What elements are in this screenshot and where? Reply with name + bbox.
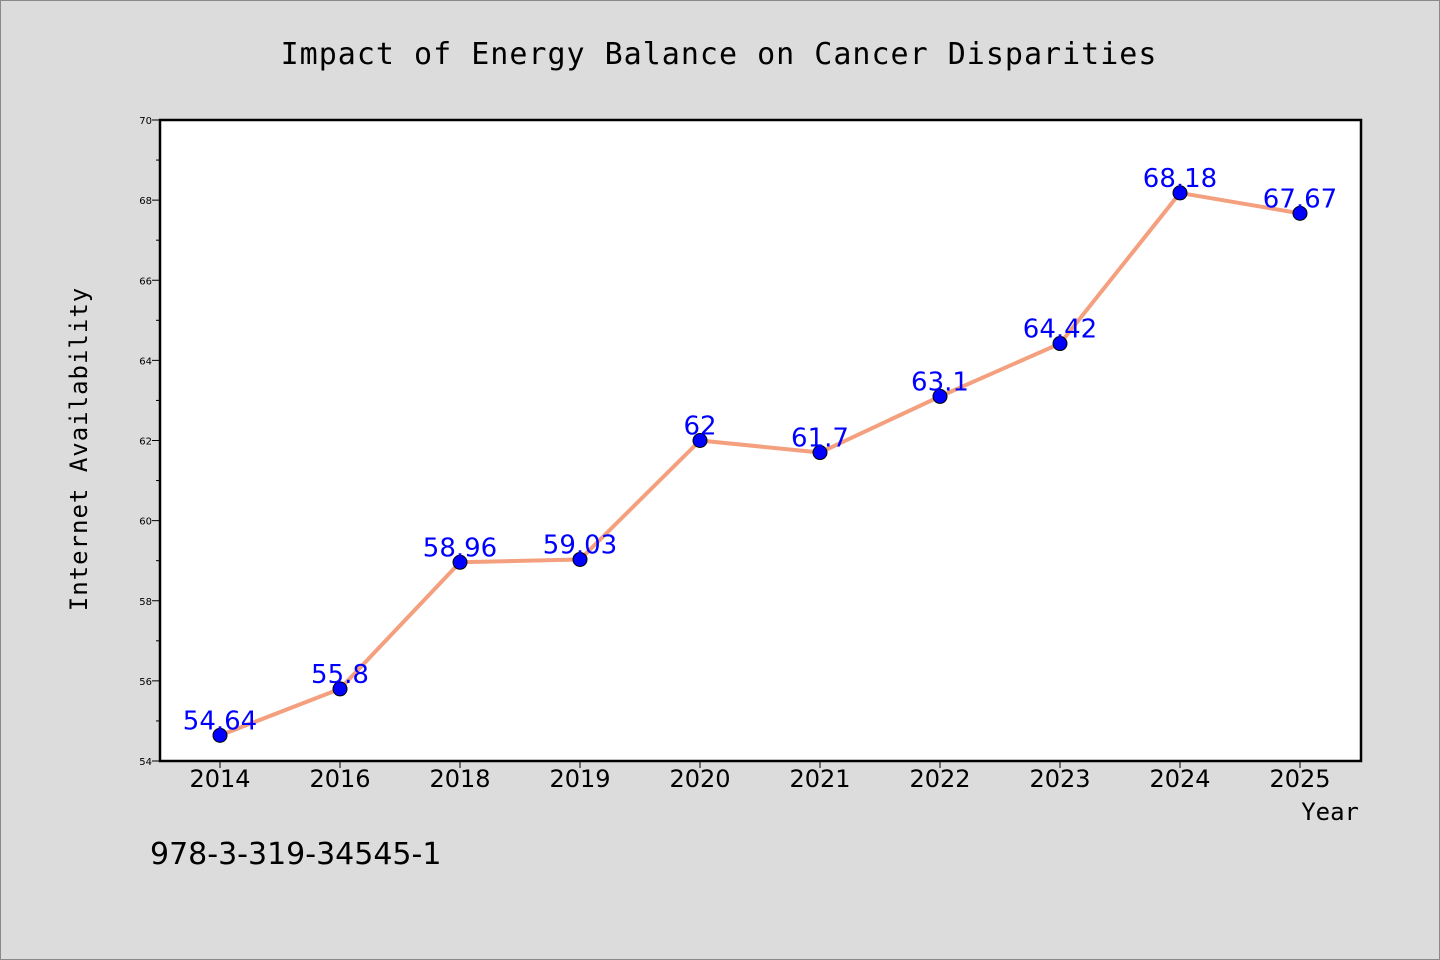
y-axis-label: Internet Availability bbox=[65, 287, 93, 611]
y-tick-label: 60 bbox=[139, 517, 152, 528]
y-tick-label: 56 bbox=[139, 677, 152, 688]
data-label: 55.8 bbox=[311, 660, 369, 690]
plot-frame bbox=[158, 118, 1363, 763]
data-label: 68.18 bbox=[1143, 164, 1217, 194]
data-point bbox=[692, 433, 708, 448]
y-tick-label: 70 bbox=[139, 116, 152, 127]
data-point bbox=[452, 554, 468, 570]
x-axis-label: Year bbox=[1301, 798, 1359, 826]
data-point bbox=[932, 388, 948, 404]
data-label: 64.42 bbox=[1023, 315, 1097, 345]
data-point bbox=[212, 727, 228, 743]
y-tick-label: 62 bbox=[139, 437, 152, 448]
data-label: 62 bbox=[683, 412, 716, 442]
data-label: 54.64 bbox=[183, 706, 257, 736]
data-point bbox=[1052, 336, 1068, 352]
y-tick-label: 68 bbox=[139, 196, 152, 207]
data-label: 67.67 bbox=[1263, 184, 1337, 214]
x-tick-label: 2020 bbox=[669, 765, 730, 793]
y-tick-label: 64 bbox=[139, 356, 152, 367]
x-tick-label: 2022 bbox=[909, 765, 970, 793]
x-tick-label: 2023 bbox=[1029, 765, 1090, 793]
x-tick-label: 2016 bbox=[309, 765, 370, 793]
data-label: 63.1 bbox=[911, 367, 969, 397]
chart-title: Impact of Energy Balance on Cancer Dispa… bbox=[281, 37, 1158, 72]
caption-isbn: 978-3-319-34545-1 bbox=[150, 837, 441, 872]
x-tick-label: 2018 bbox=[429, 765, 490, 793]
data-point bbox=[812, 445, 828, 461]
series-line bbox=[218, 190, 1302, 738]
x-tick-label: 2014 bbox=[189, 765, 250, 793]
x-tick-label: 2025 bbox=[1269, 765, 1330, 793]
y-tick-label: 54 bbox=[139, 757, 152, 768]
data-label: 59.03 bbox=[543, 530, 617, 560]
data-point bbox=[332, 681, 348, 697]
plot-area bbox=[160, 120, 1361, 761]
data-point bbox=[1292, 205, 1308, 221]
data-label: 58.96 bbox=[423, 533, 497, 563]
x-tick-label: 2019 bbox=[549, 765, 610, 793]
x-tick-label: 2024 bbox=[1149, 765, 1210, 793]
data-label: 61.7 bbox=[791, 424, 849, 454]
x-tick-label: 2021 bbox=[789, 765, 850, 793]
y-tick-label: 58 bbox=[139, 597, 152, 608]
data-point bbox=[572, 551, 588, 567]
y-tick-label: 66 bbox=[139, 276, 152, 287]
data-point bbox=[1172, 185, 1188, 201]
